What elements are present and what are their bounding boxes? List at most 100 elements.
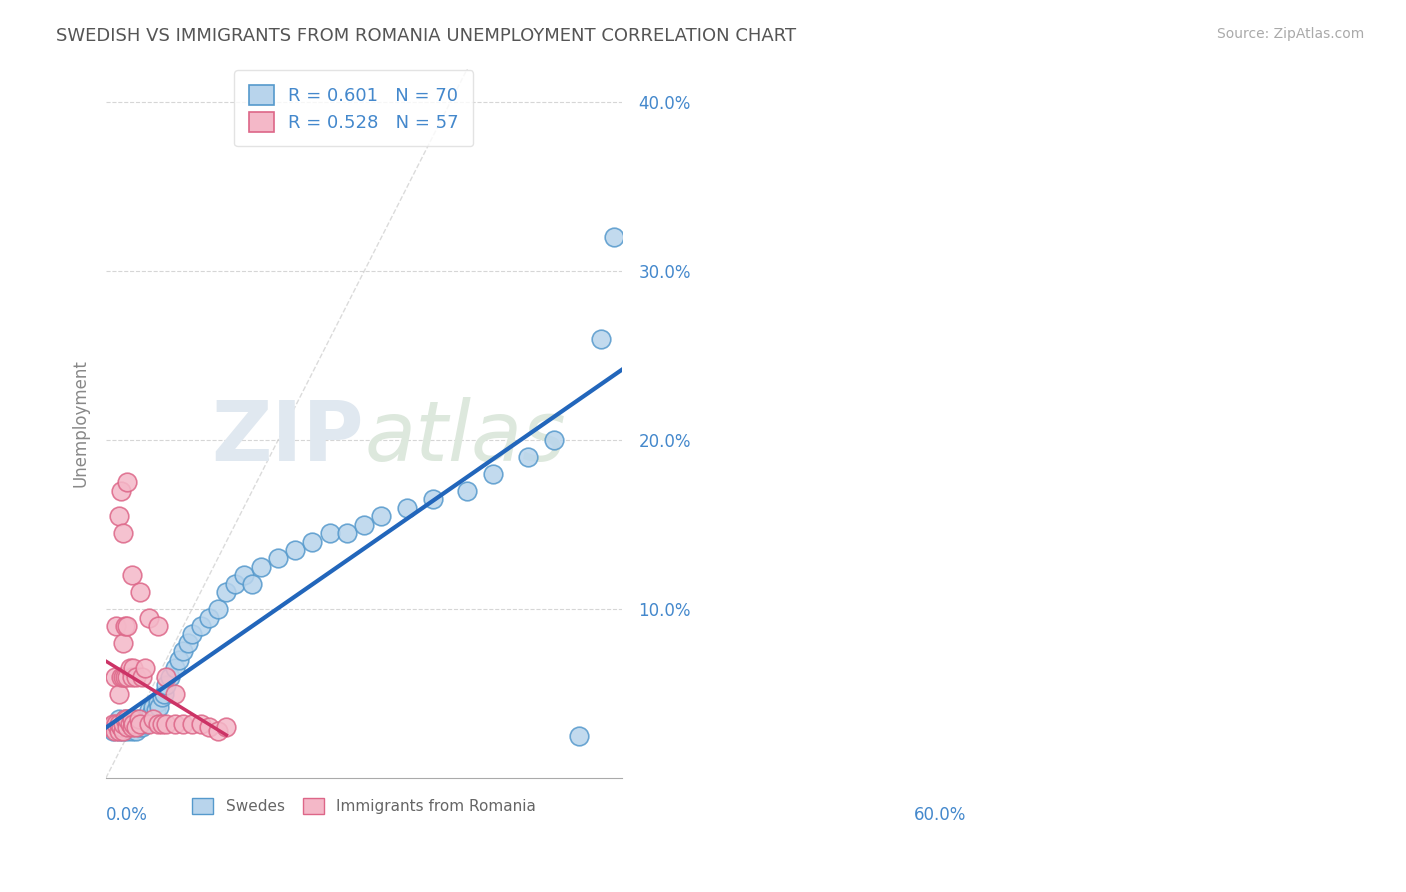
Point bbox=[134, 717, 156, 731]
Text: atlas: atlas bbox=[364, 397, 565, 478]
Point bbox=[267, 551, 290, 566]
Legend: Swedes, Immigrants from Romania: Swedes, Immigrants from Romania bbox=[186, 792, 543, 820]
Point bbox=[396, 500, 419, 515]
Point bbox=[589, 332, 612, 346]
Point bbox=[482, 467, 505, 481]
Point bbox=[138, 717, 160, 731]
Point bbox=[516, 450, 538, 464]
Point bbox=[108, 717, 131, 731]
Point bbox=[232, 568, 254, 582]
Point bbox=[121, 670, 143, 684]
Point bbox=[190, 717, 212, 731]
Point bbox=[103, 717, 125, 731]
Point bbox=[568, 729, 591, 743]
Point bbox=[110, 720, 132, 734]
Point bbox=[117, 712, 139, 726]
Point bbox=[131, 720, 153, 734]
Text: 0.0%: 0.0% bbox=[105, 806, 148, 824]
Point bbox=[121, 568, 143, 582]
Point bbox=[138, 610, 160, 624]
Point bbox=[142, 712, 165, 726]
Point bbox=[148, 700, 170, 714]
Point bbox=[198, 610, 221, 624]
Point bbox=[129, 585, 152, 599]
Point bbox=[110, 670, 132, 684]
Point bbox=[163, 661, 186, 675]
Point bbox=[121, 712, 143, 726]
Point bbox=[125, 670, 148, 684]
Point bbox=[117, 670, 139, 684]
Point bbox=[114, 712, 136, 726]
Point bbox=[118, 717, 141, 731]
Point bbox=[117, 723, 139, 738]
Point bbox=[146, 619, 169, 633]
Point bbox=[150, 690, 173, 704]
Point bbox=[301, 534, 323, 549]
Point bbox=[370, 509, 392, 524]
Point bbox=[353, 517, 375, 532]
Point bbox=[117, 619, 139, 633]
Point bbox=[207, 723, 229, 738]
Point bbox=[181, 717, 204, 731]
Point bbox=[319, 526, 342, 541]
Point bbox=[114, 720, 136, 734]
Point bbox=[129, 717, 152, 731]
Point bbox=[98, 720, 121, 734]
Point bbox=[603, 230, 626, 244]
Point bbox=[176, 636, 198, 650]
Point bbox=[112, 526, 135, 541]
Point bbox=[150, 717, 173, 731]
Point bbox=[101, 717, 124, 731]
Point bbox=[118, 717, 141, 731]
Point bbox=[117, 720, 139, 734]
Point bbox=[128, 712, 150, 726]
Point bbox=[121, 720, 143, 734]
Point bbox=[112, 723, 135, 738]
Point bbox=[129, 712, 152, 726]
Point bbox=[181, 627, 204, 641]
Point bbox=[121, 720, 143, 734]
Point bbox=[131, 670, 153, 684]
Point bbox=[134, 712, 156, 726]
Point bbox=[240, 576, 263, 591]
Point bbox=[125, 720, 148, 734]
Point bbox=[284, 543, 307, 558]
Point bbox=[121, 712, 143, 726]
Point bbox=[112, 717, 135, 731]
Point bbox=[129, 717, 152, 731]
Point bbox=[103, 670, 125, 684]
Point bbox=[101, 723, 124, 738]
Point bbox=[114, 712, 136, 726]
Text: 60.0%: 60.0% bbox=[914, 806, 967, 824]
Point bbox=[98, 720, 121, 734]
Point bbox=[118, 712, 141, 726]
Point bbox=[198, 720, 221, 734]
Point bbox=[114, 619, 136, 633]
Point bbox=[103, 723, 125, 738]
Point bbox=[117, 475, 139, 490]
Point bbox=[108, 723, 131, 738]
Point bbox=[114, 670, 136, 684]
Point bbox=[117, 720, 139, 734]
Point bbox=[139, 706, 162, 721]
Y-axis label: Unemployment: Unemployment bbox=[72, 359, 89, 487]
Point bbox=[112, 717, 135, 731]
Point bbox=[105, 720, 128, 734]
Point bbox=[422, 492, 444, 507]
Point bbox=[117, 717, 139, 731]
Point bbox=[125, 723, 148, 738]
Point bbox=[118, 661, 141, 675]
Point bbox=[125, 712, 148, 726]
Point bbox=[125, 717, 148, 731]
Point bbox=[456, 483, 478, 498]
Point bbox=[155, 670, 177, 684]
Point bbox=[163, 717, 186, 731]
Point bbox=[215, 585, 238, 599]
Point bbox=[112, 670, 135, 684]
Point bbox=[108, 712, 131, 726]
Point bbox=[112, 636, 135, 650]
Text: SWEDISH VS IMMIGRANTS FROM ROMANIA UNEMPLOYMENT CORRELATION CHART: SWEDISH VS IMMIGRANTS FROM ROMANIA UNEMP… bbox=[56, 27, 796, 45]
Point bbox=[122, 661, 145, 675]
Point bbox=[224, 576, 246, 591]
Point bbox=[142, 700, 165, 714]
